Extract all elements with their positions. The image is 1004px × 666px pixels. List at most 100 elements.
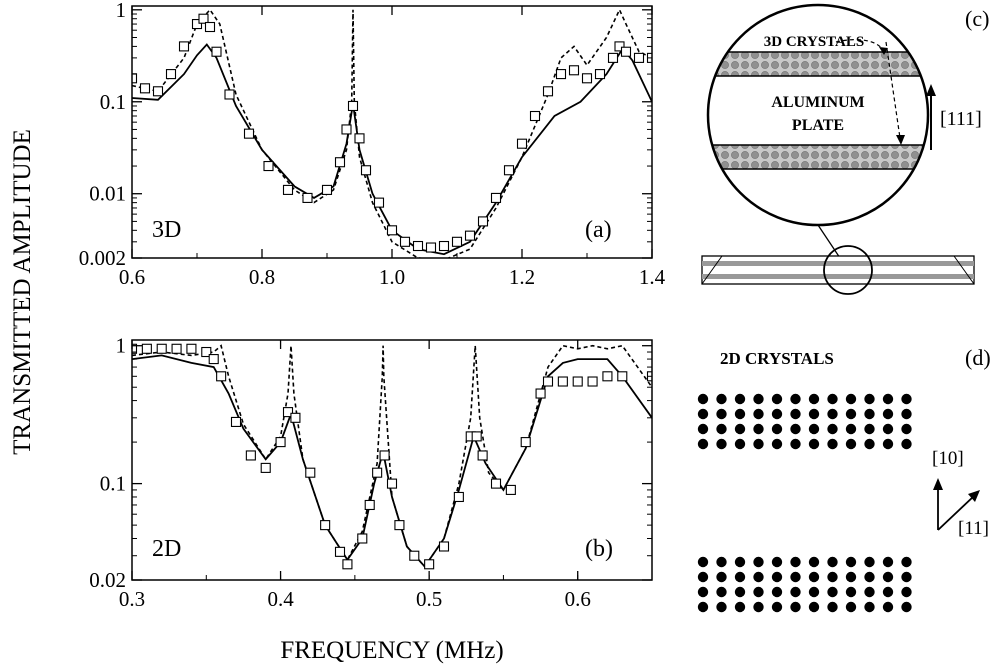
measured-point — [347, 100, 359, 112]
direction-10-arrowhead — [933, 478, 943, 490]
crystal-rod — [753, 408, 764, 420]
crystal-rod — [808, 556, 820, 568]
crystal-rod — [845, 556, 857, 568]
crystal-rod — [808, 408, 820, 420]
measured-point — [557, 376, 568, 387]
crystals-3d-label: 3D CRYSTALS — [764, 34, 864, 50]
crystal-rod — [790, 586, 801, 598]
crystal-rod — [845, 571, 857, 583]
crystal-rod — [845, 586, 857, 598]
measured-point — [156, 343, 167, 354]
measured-point — [477, 450, 488, 461]
measured-point — [139, 83, 151, 94]
crystal-rod — [716, 393, 727, 405]
measured-point — [186, 343, 197, 354]
crystal-rod — [753, 571, 764, 583]
measured-point — [334, 546, 346, 557]
measured-point — [451, 236, 463, 247]
theory-curve-dashed — [132, 7, 652, 258]
x-axis-label: FREQUENCY (MHz) — [280, 637, 503, 664]
y-tick-label: 1 — [116, 0, 127, 22]
crystal-rod — [827, 408, 838, 420]
crystal-array-bottom — [697, 556, 912, 613]
measured-point — [245, 450, 256, 461]
crystal-rod — [827, 438, 838, 450]
crystal-rod — [864, 601, 875, 613]
crystal-rod — [790, 601, 801, 613]
measured-point — [568, 65, 580, 76]
crystal-rod — [771, 408, 783, 420]
y-tick-label: 0.02 — [89, 568, 126, 592]
crystal-rod — [882, 408, 894, 420]
panel-a-frame — [131, 5, 653, 259]
measured-point — [320, 520, 331, 531]
x-tick-label: 1.2 — [509, 265, 535, 289]
measured-point — [542, 376, 554, 387]
crystal-rod — [882, 586, 894, 598]
measured-point — [572, 376, 583, 387]
crystal-rod — [901, 571, 912, 583]
pointer-arrowhead-bottom — [896, 135, 905, 145]
crystal-layer-top — [708, 52, 928, 76]
crystal-rod — [790, 556, 801, 568]
measured-point — [260, 462, 271, 473]
crystal-rod — [697, 408, 709, 420]
crystal-rod — [697, 571, 709, 583]
measured-point — [409, 550, 420, 561]
x-tick-label: 0.4 — [267, 587, 294, 611]
crystal-rod — [716, 556, 727, 568]
crystal-rod — [716, 408, 727, 420]
panel-c-label: (c) — [965, 6, 989, 31]
measured-point — [201, 346, 212, 358]
panel-b-label: (b) — [585, 536, 613, 562]
crystal-rod — [882, 438, 894, 450]
crystal-rod — [901, 438, 912, 450]
crystal-rod — [808, 571, 820, 583]
y-tick-label: 0.1 — [100, 90, 126, 114]
crystal-rod — [864, 556, 875, 568]
measured-point — [424, 559, 435, 570]
crystal-rod — [827, 393, 838, 405]
measured-point — [471, 431, 482, 442]
measured-point — [581, 73, 593, 84]
measured-point — [204, 21, 216, 33]
crystal-rod — [864, 393, 875, 405]
measured-point — [341, 124, 352, 135]
pointer-arrow-bottom — [885, 41, 901, 139]
direction-11-label: [11] — [958, 518, 989, 539]
panel-d-label: (d) — [965, 345, 991, 370]
direction-111-label: [111] — [940, 108, 982, 130]
measured-point — [198, 13, 209, 24]
x-tick-label: 0.6 — [565, 587, 591, 611]
diagram-2d-crystal: (d) 2D CRYSTALS [10] [11] — [697, 345, 991, 613]
crystal-rod — [771, 393, 783, 405]
y-tick-label: 1 — [116, 334, 127, 358]
measured-point — [305, 467, 316, 478]
crystal-rod — [901, 423, 912, 435]
measured-point — [290, 412, 301, 423]
crystal-rod — [845, 438, 857, 450]
y-tick-label: 0.01 — [89, 182, 126, 206]
measured-point — [438, 541, 450, 552]
sample-layer-top — [702, 261, 974, 266]
measured-point — [334, 157, 346, 168]
measured-point — [602, 371, 613, 382]
diagram-3d-crystal: (c) 3D CRYSTALS ALUMINUM PLATE [111] — [701, 3, 989, 295]
crystal-rod — [734, 586, 746, 598]
crystal-rod — [697, 423, 709, 435]
crystal-rod — [753, 393, 764, 405]
pointer-arrowhead-top — [879, 47, 888, 55]
measured-point — [620, 46, 632, 57]
panel-b-chart: 0.3 0.4 0.5 0.6 0.02 0.1 1 2D (b) — [89, 334, 653, 611]
measured-point — [132, 73, 138, 84]
measured-point — [594, 69, 606, 80]
measured-point — [141, 343, 152, 354]
crystal-rod — [808, 393, 820, 405]
crystal-rod — [790, 571, 801, 583]
measured-point — [171, 343, 182, 354]
crystals-2d-label: 2D CRYSTALS — [720, 349, 834, 368]
crystal-rod — [734, 408, 746, 420]
crystal-rod — [864, 571, 875, 583]
crystal-rod — [697, 601, 709, 613]
